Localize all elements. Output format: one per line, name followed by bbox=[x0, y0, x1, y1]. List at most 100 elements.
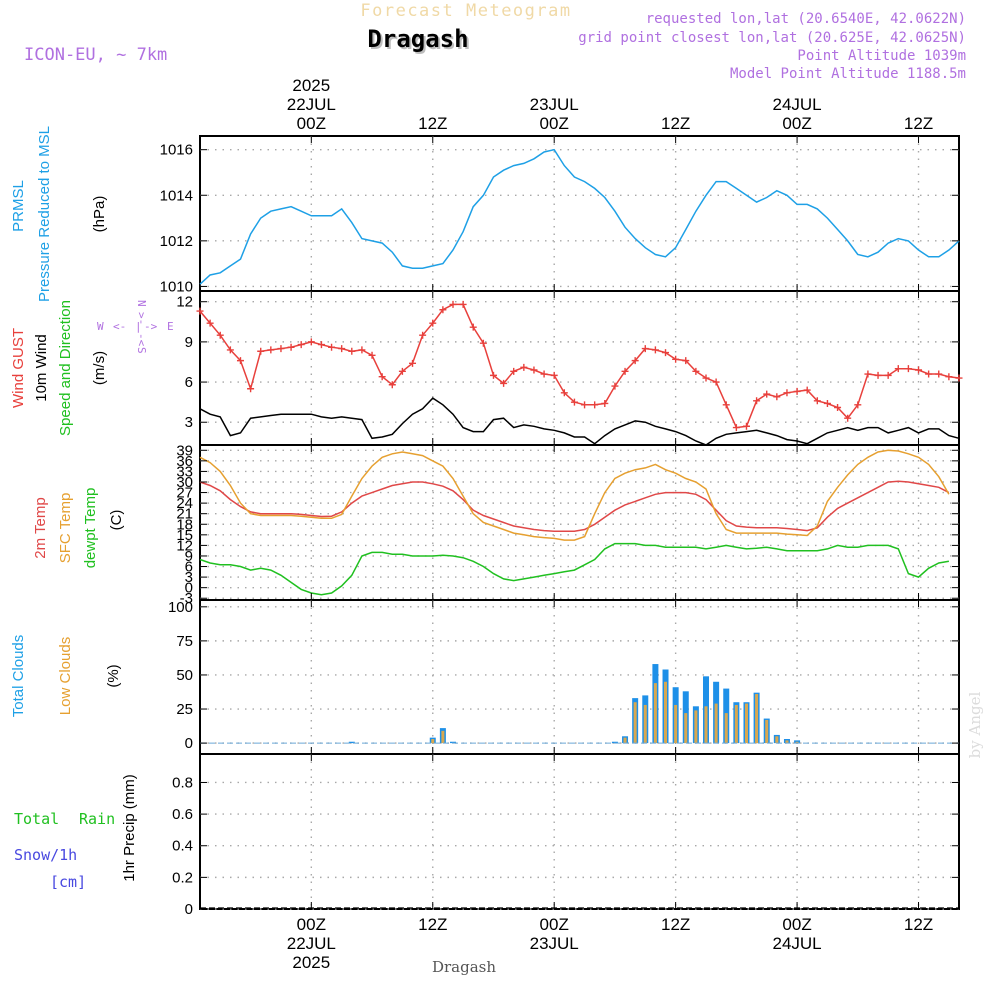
location-title-shadow: Dragash bbox=[369, 27, 470, 55]
y-tick-label: 30 bbox=[176, 474, 193, 491]
cloud-bar-low bbox=[653, 683, 657, 744]
gust-point bbox=[672, 355, 680, 363]
temp-ylabel-3: dewpt Temp bbox=[82, 488, 99, 569]
gust-point bbox=[641, 345, 649, 353]
gust-point bbox=[702, 374, 710, 382]
top-time-label: 23JUL bbox=[530, 95, 579, 114]
y-tick-label: 0.2 bbox=[172, 869, 193, 886]
gust-point bbox=[945, 373, 953, 381]
pressure-ylabel-1: PRMSL bbox=[10, 180, 27, 232]
y-tick-label: 24 bbox=[176, 495, 193, 512]
bottom-time-label: 12Z bbox=[661, 915, 690, 934]
compass-text: W bbox=[97, 320, 104, 333]
y-tick-label: 1012 bbox=[160, 233, 193, 250]
cloud-ylabels: Total Clouds Low Clouds (%) bbox=[10, 635, 122, 718]
y-tick-label: 50 bbox=[176, 667, 193, 684]
y-tick-label: 18 bbox=[176, 516, 193, 533]
cloud-bar-low bbox=[704, 706, 708, 744]
gust-point bbox=[793, 387, 801, 395]
gust-point bbox=[570, 398, 578, 406]
top-time-label: 12Z bbox=[418, 114, 447, 133]
gust-point bbox=[662, 349, 670, 357]
top-time-label: 24JUL bbox=[773, 95, 822, 114]
watermark: by Angel bbox=[966, 691, 984, 758]
gust-point bbox=[530, 366, 538, 374]
gust-point bbox=[439, 306, 447, 314]
gust-point bbox=[732, 424, 740, 432]
cloud-bar-total bbox=[348, 741, 355, 744]
bottom-time-label: 24JUL bbox=[773, 934, 822, 953]
gust-point bbox=[348, 347, 356, 355]
gust-point bbox=[540, 370, 548, 378]
model-label: ICON-EU, ~ 7km bbox=[24, 45, 167, 65]
gust-point bbox=[935, 370, 943, 378]
bottom-time-label: 23JUL bbox=[530, 934, 579, 953]
y-tick-label: 75 bbox=[176, 633, 193, 650]
temp-ylabel-4: (C) bbox=[108, 510, 125, 531]
gust-point bbox=[520, 363, 528, 371]
gust-point bbox=[267, 346, 275, 354]
y-tick-label: 6 bbox=[185, 559, 193, 576]
gust-point bbox=[338, 345, 346, 353]
gust-point bbox=[844, 414, 852, 422]
point-altitude: Point Altitude 1039m bbox=[797, 48, 966, 64]
cloud-ylabel-2: Low Clouds bbox=[57, 637, 74, 715]
top-time-label: 00Z bbox=[540, 114, 569, 133]
y-tick-label: 36 bbox=[176, 453, 193, 470]
y-tick-label: 12 bbox=[176, 294, 193, 311]
bottom-time-label: 22JUL bbox=[287, 934, 336, 953]
wind-ylabel-4: (m/s) bbox=[91, 351, 108, 385]
gust-point bbox=[277, 345, 285, 353]
cloud-bar-low bbox=[755, 694, 759, 744]
gust-point bbox=[601, 399, 609, 407]
compass-text: -< bbox=[135, 333, 148, 347]
gust-point bbox=[226, 346, 234, 354]
faded-title: Forecast Meteogram bbox=[360, 1, 571, 21]
top-time-label: 22JUL bbox=[287, 95, 336, 114]
gust-point bbox=[550, 371, 558, 379]
gust-point bbox=[510, 367, 518, 375]
temp-ylabel-2: SFC Temp bbox=[57, 493, 74, 564]
precip-label-rain: Rain bbox=[79, 810, 115, 828]
y-tick-label: 1014 bbox=[160, 187, 193, 204]
y-tick-label: 1016 bbox=[160, 142, 193, 159]
cloud-bar-low bbox=[441, 730, 445, 744]
y-tick-label: 3 bbox=[185, 569, 193, 586]
gust-point bbox=[651, 346, 659, 354]
gust-point bbox=[763, 390, 771, 398]
y-tick-label: 15 bbox=[176, 527, 193, 544]
gust-point bbox=[834, 404, 842, 412]
y-tick-label: 6 bbox=[185, 374, 193, 391]
wind-ylabel-3: Speed and Direction bbox=[57, 300, 74, 436]
gust-point bbox=[409, 359, 417, 367]
cloud-bar-low bbox=[795, 741, 799, 744]
gust-point bbox=[611, 382, 619, 390]
y-tick-label: 3 bbox=[185, 414, 193, 431]
gust-point bbox=[378, 373, 386, 381]
y-tick-label: 0.8 bbox=[172, 774, 193, 791]
series-line bbox=[199, 449, 950, 541]
wind-ylabels: Wind GUST 10m Wind Speed and Direction (… bbox=[10, 300, 108, 436]
top-time-label: 2025 bbox=[292, 76, 330, 95]
cloud-bar-low bbox=[664, 681, 668, 744]
series-line bbox=[199, 397, 960, 446]
y-tick-label: 9 bbox=[185, 334, 193, 351]
compass-rose: W <- | -> E N >- -< S bbox=[97, 300, 174, 354]
compass-text: -> bbox=[144, 320, 158, 333]
gust-point bbox=[874, 371, 882, 379]
y-tick-label: 0 bbox=[185, 735, 193, 752]
bottom-time-label: 2025 bbox=[292, 953, 330, 972]
precip-label-total: Total bbox=[14, 810, 59, 828]
gust-point bbox=[712, 378, 720, 386]
gust-point bbox=[206, 319, 214, 327]
panel-frame bbox=[199, 753, 960, 910]
gust-point bbox=[813, 397, 821, 405]
y-tick-label: 0 bbox=[185, 901, 193, 918]
cloud-bar-low bbox=[431, 739, 435, 744]
gust-point bbox=[388, 381, 396, 389]
temp-ylabel-1: 2m Temp bbox=[32, 497, 49, 558]
cloud-bar-low bbox=[694, 710, 698, 744]
cloud-bar-low bbox=[765, 719, 769, 744]
cloud-bar-low bbox=[714, 703, 718, 744]
